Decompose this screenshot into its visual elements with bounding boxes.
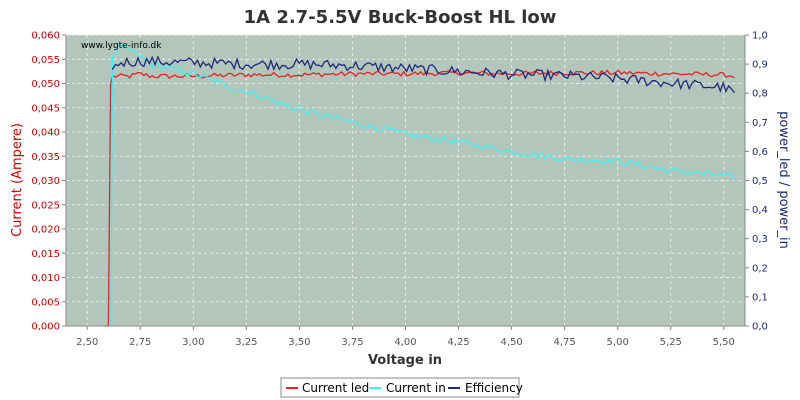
left-tick-label: 0,050	[31, 79, 60, 90]
left-tick-label: 0,020	[31, 225, 60, 236]
legend-label-current-led: Current led	[302, 381, 369, 395]
x-axis-ticks: 2,50 2,75 3,00 3,25 3,50 3,75 4,00 4,25 4,50 4,75…	[76, 326, 735, 348]
horizontal-gridlines	[66, 34, 745, 303]
left-tick-label: 0,045	[31, 103, 60, 114]
x-tick-label: 5,00	[607, 337, 629, 348]
chart-title: 1A 2.7-5.5V Buck-Boost HL low	[244, 7, 557, 28]
left-axis-label: Current (Ampere)	[10, 123, 25, 237]
series-layer	[104, 42, 735, 327]
series-line-efficiency	[112, 55, 735, 94]
right-axis-ticks: 0,0 0,1 0,2 0,3 0,4 0,5 0,6 0,7 0,8 0,9 1,0	[745, 31, 768, 333]
right-tick-label: 0,4	[752, 205, 768, 216]
left-tick-label: 0,000	[31, 322, 60, 333]
x-tick-label: 2,50	[76, 337, 98, 348]
x-tick-label: 4,25	[447, 337, 469, 348]
left-tick-label: 0,060	[31, 31, 60, 42]
legend-box	[280, 377, 520, 398]
left-tick-label: 0,030	[31, 176, 60, 187]
left-tick-label: 0,010	[31, 273, 60, 284]
right-tick-label: 0,9	[752, 60, 768, 71]
legend-label-efficiency: Efficiency	[465, 381, 523, 395]
x-tick-label: 3,75	[341, 337, 363, 348]
left-tick-label: 0,040	[31, 128, 60, 139]
x-tick-label: 4,50	[500, 337, 522, 348]
x-axis-label: Voltage in	[368, 353, 442, 368]
x-tick-label: 5,50	[713, 337, 735, 348]
right-tick-label: 0,7	[752, 118, 768, 129]
right-tick-label: 0,0	[752, 322, 768, 333]
right-axis-label: power_led / power_in	[776, 111, 791, 249]
right-tick-label: 0,8	[752, 89, 768, 100]
left-tick-label: 0,035	[31, 152, 60, 163]
right-tick-label: 0,1	[752, 292, 768, 303]
x-tick-label: 2,75	[129, 337, 151, 348]
left-tick-label: 0,025	[31, 200, 60, 211]
left-tick-label: 0,005	[31, 297, 60, 308]
legend-label-current-in: Current in	[386, 381, 446, 395]
series-line-current-in	[109, 42, 735, 327]
left-tick-label: 0,015	[31, 249, 60, 260]
x-tick-label: 5,25	[660, 337, 682, 348]
left-tick-label: 0,055	[31, 55, 60, 66]
x-tick-label: 4,75	[554, 337, 576, 348]
right-tick-label: 0,6	[752, 147, 768, 158]
left-axis-ticks: 0,000 0,005 0,010 0,015 0,020 0,025 0,030 0,035…	[31, 31, 66, 333]
right-tick-label: 0,5	[752, 176, 768, 187]
x-tick-label: 3,50	[288, 337, 310, 348]
x-tick-label: 4,00	[394, 337, 416, 348]
x-tick-label: 3,00	[182, 337, 204, 348]
legend: Current led Current in Efficiency	[280, 377, 523, 398]
watermark: www.lygte-info.dk	[81, 41, 162, 51]
right-tick-label: 0,3	[752, 234, 768, 245]
x-tick-label: 3,25	[235, 337, 257, 348]
right-tick-label: 0,2	[752, 263, 768, 274]
right-tick-label: 1,0	[752, 31, 768, 42]
